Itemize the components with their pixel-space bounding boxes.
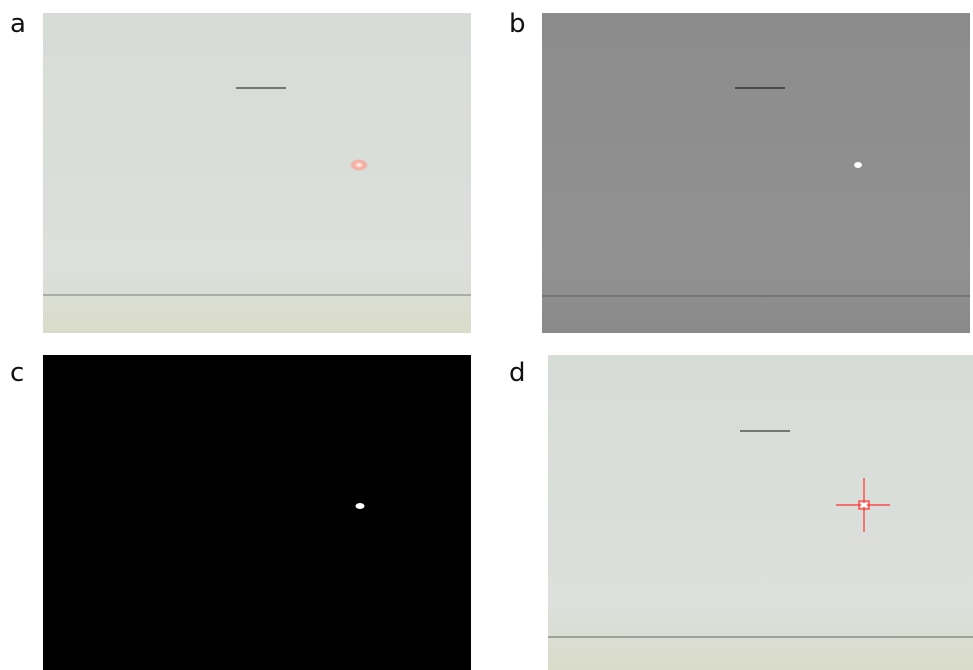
image	[542, 13, 970, 333]
image	[548, 355, 973, 670]
panel-label: c	[10, 358, 24, 388]
panel-label: b	[509, 9, 526, 39]
panel-a	[43, 13, 471, 333]
panel-label: a	[10, 9, 26, 39]
laser-spot	[861, 503, 867, 507]
panel-c	[43, 355, 471, 670]
laser-spot	[350, 159, 368, 171]
panel-b	[542, 13, 970, 333]
image	[43, 13, 471, 333]
laser-spot	[356, 503, 365, 509]
laser-spot	[854, 162, 862, 168]
image	[43, 355, 471, 670]
figure: a b c d	[0, 0, 973, 670]
panel-label: d	[509, 358, 526, 388]
panel-d	[548, 355, 973, 670]
